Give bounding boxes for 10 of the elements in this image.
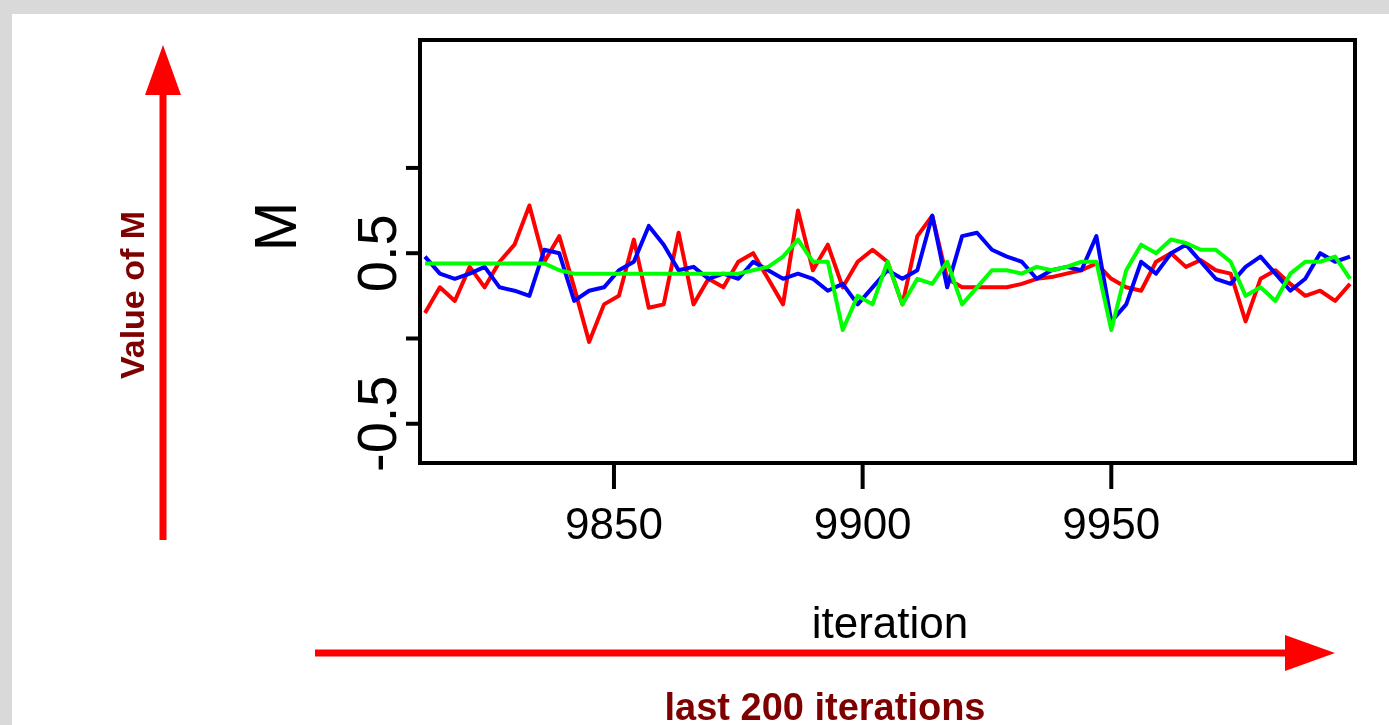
y-tick-label: -0.5 [345, 375, 408, 473]
line-series [422, 237, 1353, 332]
x-tick-label: 9900 [813, 499, 912, 548]
y-tick-label: 0.5 [345, 214, 408, 293]
x-axis-title: iteration [811, 598, 969, 647]
x-tick-label: 9950 [1062, 499, 1161, 548]
x-tick-label: 9850 [565, 499, 663, 548]
y-axis-title: M [242, 201, 310, 252]
text: last 200 iterations [664, 686, 986, 725]
text: Value of M [112, 210, 151, 380]
